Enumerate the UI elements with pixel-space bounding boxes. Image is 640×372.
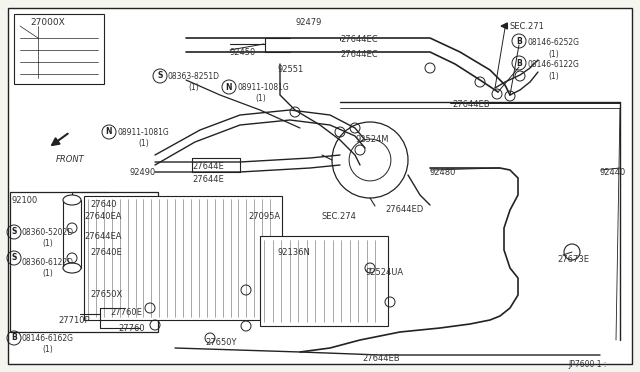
Text: S: S (12, 253, 17, 263)
Text: 08146-6252G: 08146-6252G (528, 38, 580, 47)
Bar (84, 196, 282, 320)
Text: S: S (157, 71, 163, 80)
Text: 08911-1081G: 08911-1081G (238, 83, 290, 92)
Text: (1): (1) (548, 50, 559, 59)
Text: 08360-6122D: 08360-6122D (22, 258, 74, 267)
Text: 27644EC: 27644EC (340, 35, 378, 44)
Bar (10, 192, 158, 332)
Text: 08911-1081G: 08911-1081G (118, 128, 170, 137)
Text: B: B (11, 334, 17, 343)
Text: 27644EA: 27644EA (84, 232, 122, 241)
Text: 27640EA: 27640EA (84, 212, 122, 221)
Text: 27000X: 27000X (30, 18, 65, 27)
Text: 27644ED: 27644ED (385, 205, 423, 214)
Text: 27644EC: 27644EC (340, 50, 378, 59)
Text: JP7600 1 :: JP7600 1 : (568, 360, 606, 369)
Text: (1): (1) (548, 72, 559, 81)
Text: 27673E: 27673E (557, 255, 589, 264)
Text: 92551: 92551 (278, 65, 304, 74)
Text: (1): (1) (138, 139, 148, 148)
Text: 27644EB: 27644EB (452, 100, 490, 109)
Text: 92480: 92480 (430, 168, 456, 177)
Bar (260, 236, 388, 326)
Text: 92136N: 92136N (278, 248, 311, 257)
Text: 92440: 92440 (600, 168, 627, 177)
Text: (1): (1) (42, 269, 52, 278)
Text: 08363-8251D: 08363-8251D (168, 72, 220, 81)
Text: 92524UA: 92524UA (366, 268, 404, 277)
Text: 92524M: 92524M (355, 135, 388, 144)
Text: 27650X: 27650X (90, 290, 122, 299)
Text: 92100: 92100 (12, 196, 38, 205)
Ellipse shape (63, 195, 81, 205)
Text: (1): (1) (42, 239, 52, 248)
Text: 08146-6162G: 08146-6162G (22, 334, 74, 343)
Text: 27760E: 27760E (110, 308, 142, 317)
Text: 27760: 27760 (118, 324, 145, 333)
Text: 92490: 92490 (130, 168, 156, 177)
Text: SEC.271: SEC.271 (510, 22, 545, 31)
Text: (1): (1) (188, 83, 199, 92)
Text: (1): (1) (42, 345, 52, 354)
Text: N: N (226, 83, 232, 92)
Text: 27644E: 27644E (192, 175, 224, 184)
Text: 27640E: 27640E (90, 248, 122, 257)
Text: 08360-5202D: 08360-5202D (22, 228, 74, 237)
Text: 92479: 92479 (296, 18, 323, 27)
Text: 08146-6122G: 08146-6122G (528, 60, 580, 69)
Text: 92450: 92450 (230, 48, 256, 57)
Text: B: B (516, 58, 522, 67)
Text: SEC.274: SEC.274 (322, 212, 357, 221)
Text: B: B (516, 36, 522, 45)
Text: S: S (12, 228, 17, 237)
Text: 27710P: 27710P (58, 316, 90, 325)
Text: 27095A: 27095A (248, 212, 280, 221)
Text: 27644E: 27644E (192, 162, 224, 171)
Text: 27644EB: 27644EB (362, 354, 399, 363)
Text: 27650Y: 27650Y (205, 338, 237, 347)
Bar (14, 14, 104, 84)
Text: N: N (106, 128, 112, 137)
Text: (1): (1) (255, 94, 266, 103)
Text: FRONT: FRONT (56, 155, 84, 164)
Ellipse shape (63, 263, 81, 273)
Text: 27640: 27640 (90, 200, 116, 209)
